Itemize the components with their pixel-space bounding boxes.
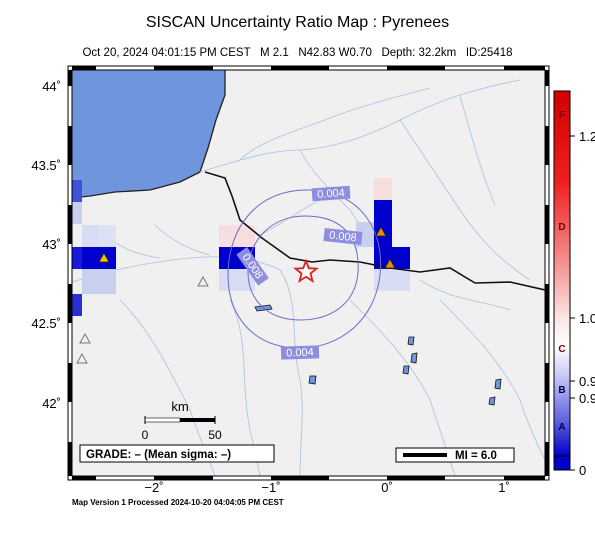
map-area: 0.004 0.008 0.008 0.004 bbox=[72, 70, 545, 476]
colorbar-value: 0.9 bbox=[579, 374, 595, 389]
longitude-labels: −2˚ −1˚ 0˚ 1˚ bbox=[144, 480, 509, 495]
lon-label: 1˚ bbox=[498, 480, 510, 495]
frame-tick bbox=[387, 66, 445, 70]
mi-legend-text: MI = 6.0 bbox=[455, 450, 497, 462]
frame-tick bbox=[154, 476, 213, 480]
event-date: Oct 20, 2024 04:01:15 PM CEST bbox=[82, 47, 251, 59]
scale-min: 0 bbox=[142, 428, 149, 442]
frame-tick bbox=[72, 66, 96, 70]
frame-tick bbox=[271, 476, 329, 480]
frame-tick bbox=[68, 126, 72, 165]
colorbar-value: 0 bbox=[579, 463, 586, 478]
contour-label: 0.004 bbox=[286, 347, 314, 360]
map-frame bbox=[67, 65, 550, 481]
frame-tick bbox=[68, 442, 72, 476]
frame-tick bbox=[545, 284, 549, 323]
scale-bar: km 0 50 bbox=[142, 399, 222, 442]
event-info: Oct 20, 2024 04:01:15 PM CEST M 2.1 N42.… bbox=[0, 47, 595, 59]
lon-label: −2˚ bbox=[144, 480, 163, 495]
lon-label: −1˚ bbox=[261, 480, 280, 495]
epicenter-star bbox=[293, 258, 319, 284]
station-marker-inactive bbox=[76, 352, 88, 364]
contour-labels: 0.004 0.008 0.008 0.004 bbox=[236, 185, 363, 360]
station-marker-active bbox=[375, 226, 387, 237]
scale-title: km bbox=[171, 399, 188, 414]
frame-tick bbox=[271, 66, 329, 70]
contour-label: 0.008 bbox=[329, 230, 358, 245]
coastline bbox=[72, 70, 226, 199]
map-title: SISCAN Uncertainty Ratio Map : Pyrenees bbox=[145, 14, 450, 31]
color-bar: F D C B A 1.2 1.0 0.9 0.9 0 bbox=[553, 90, 595, 478]
lat-label: 42.5˚ bbox=[31, 316, 61, 331]
lat-label: 42˚ bbox=[42, 396, 61, 411]
frame-tick bbox=[68, 205, 72, 244]
processed-footer: Map Version 1 Processed 2024-10-20 04:04… bbox=[72, 498, 284, 507]
frame-tick bbox=[387, 476, 445, 480]
grade-label: A bbox=[558, 422, 565, 433]
event-magnitude: M 2.1 bbox=[259, 47, 289, 59]
lat-label: 43˚ bbox=[42, 237, 61, 252]
frame-tick bbox=[154, 66, 213, 70]
lat-label: 43.5˚ bbox=[31, 158, 61, 173]
frame-tick bbox=[504, 66, 545, 70]
frame-tick bbox=[545, 126, 549, 165]
event-location: N42.83 W0.70 bbox=[298, 47, 372, 59]
station-marker-inactive bbox=[197, 275, 209, 287]
contour-label: 0.004 bbox=[317, 187, 345, 201]
latitude-labels: 44˚ 43.5˚ 43˚ 42.5˚ 42˚ bbox=[31, 79, 61, 411]
station-marker-active bbox=[98, 252, 110, 263]
frame-tick bbox=[68, 363, 72, 402]
grade-text: GRADE: – (Mean sigma: –) bbox=[86, 449, 231, 461]
frame-tick bbox=[545, 205, 549, 244]
event-depth: Depth: 32.2km bbox=[381, 47, 457, 59]
grade-label: F bbox=[559, 110, 565, 121]
lat-label: 44˚ bbox=[42, 79, 61, 94]
lon-label: 0˚ bbox=[381, 480, 393, 495]
station-marker-active bbox=[384, 258, 396, 269]
grade-label: B bbox=[558, 385, 565, 396]
grade-label: C bbox=[558, 344, 565, 355]
station-marker-inactive bbox=[79, 332, 91, 344]
colorbar-value: 1.0 bbox=[579, 311, 595, 326]
event-id: ID:25418 bbox=[465, 47, 513, 59]
scale-max: 50 bbox=[208, 428, 222, 442]
frame-tick bbox=[545, 70, 549, 86]
colorbar-value: 0.9 bbox=[579, 391, 595, 406]
national-border bbox=[204, 171, 545, 291]
bay-of-biscay bbox=[72, 70, 225, 198]
grade-box: GRADE: – (Mean sigma: –) bbox=[79, 444, 275, 463]
grade-label: D bbox=[558, 222, 565, 233]
uncertainty-cells bbox=[72, 178, 410, 316]
frame-tick bbox=[72, 476, 96, 480]
colorbar-value: 1.2 bbox=[579, 129, 595, 144]
frame-tick bbox=[68, 70, 72, 86]
frame-tick bbox=[68, 284, 72, 323]
frame-tick bbox=[504, 476, 545, 480]
stations bbox=[76, 226, 396, 364]
frame-tick bbox=[545, 442, 549, 476]
mi-legend: MI = 6.0 bbox=[395, 447, 515, 463]
frame-tick bbox=[545, 363, 549, 402]
